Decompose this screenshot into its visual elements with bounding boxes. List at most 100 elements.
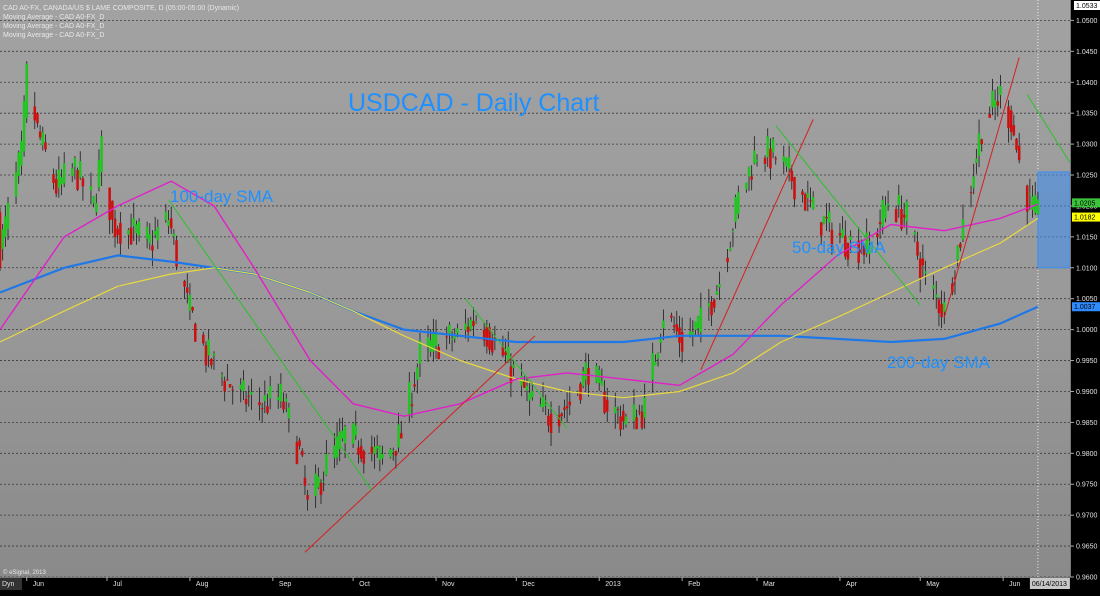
candle — [999, 74, 1002, 109]
x-tick-label: Dec — [522, 581, 535, 588]
trendline — [775, 125, 921, 306]
candle — [220, 371, 224, 387]
candle — [95, 193, 98, 216]
y-axis-panel — [1070, 0, 1100, 591]
header-line-1: CAD A0-FX, CANADA/US $ LAME COMPOSITE, D… — [3, 5, 239, 12]
candle — [549, 401, 553, 446]
candle — [849, 230, 852, 253]
candle — [790, 165, 794, 190]
candle — [319, 479, 323, 504]
x-tick-label: May — [926, 581, 940, 588]
candle — [1036, 191, 1040, 216]
candle — [806, 180, 810, 212]
candle — [448, 321, 451, 345]
candle — [619, 405, 622, 437]
candle — [913, 230, 917, 243]
candle — [60, 169, 63, 196]
y-tick-label: 0.9850 — [1076, 420, 1098, 427]
candle — [691, 320, 695, 347]
y-tick-label: 1.0450 — [1076, 49, 1098, 56]
candle — [295, 435, 299, 465]
candle — [301, 448, 304, 458]
candle — [410, 392, 414, 418]
candle — [89, 172, 93, 205]
trendline — [700, 119, 814, 371]
y-tick-label: 0.9700 — [1076, 513, 1098, 520]
candle — [92, 196, 95, 208]
candle — [1, 224, 4, 261]
candle — [204, 341, 208, 373]
candle — [525, 376, 529, 402]
candle — [188, 283, 192, 321]
dyn-label: Dyn — [2, 581, 15, 588]
candle — [811, 191, 815, 210]
y-max-label: 1.0533 — [1076, 3, 1098, 10]
candle — [148, 223, 152, 250]
candle — [127, 228, 130, 249]
candle — [14, 161, 18, 205]
candle — [622, 404, 625, 430]
grid-lines — [0, 0, 1070, 578]
candle — [975, 148, 978, 174]
candle — [325, 440, 328, 476]
candle — [876, 228, 879, 246]
candle — [231, 385, 234, 405]
candle — [672, 316, 676, 334]
header-info: CAD A0-FX, CANADA/US $ LAME COMPOSITE, D… — [3, 5, 239, 39]
candle — [466, 317, 470, 342]
candle — [287, 402, 291, 433]
candle — [886, 190, 890, 211]
candle — [183, 279, 186, 299]
candle — [175, 235, 178, 271]
trendline-layer — [168, 57, 1071, 553]
candle — [20, 130, 23, 175]
candle — [169, 206, 173, 234]
candle — [432, 318, 435, 362]
candle — [81, 176, 85, 201]
candle — [490, 331, 494, 356]
last-price-badge: 1.0182 — [1072, 212, 1100, 222]
candle — [603, 380, 606, 415]
candle — [819, 221, 823, 245]
candle — [809, 187, 812, 208]
candle — [729, 241, 732, 252]
last-price-badge: 1.0037 — [1072, 302, 1100, 312]
last-price-label: 1.0037 — [1074, 304, 1096, 311]
candle — [359, 438, 363, 463]
candle — [712, 298, 716, 313]
candle — [996, 86, 1000, 117]
y-tick-label: 1.0300 — [1076, 142, 1098, 149]
x-tick-label: Jun — [33, 581, 44, 588]
x-axis: Jun Jul Aug Sep Oct Nov Dec 2013 Feb Mar Apr May Jun… — [0, 577, 1070, 591]
candle — [116, 225, 119, 244]
candle — [576, 390, 580, 397]
y-tick-label: 1.0500 — [1076, 18, 1098, 25]
x-tick-label: Aug — [196, 581, 209, 588]
candle — [707, 288, 711, 321]
candle — [878, 209, 882, 239]
candle — [715, 285, 719, 295]
candle — [111, 200, 114, 234]
candle — [993, 89, 997, 121]
candle — [413, 371, 416, 392]
candle — [905, 199, 909, 235]
candle — [822, 216, 826, 225]
candle — [156, 219, 160, 250]
dyn-badge[interactable] — [0, 578, 22, 590]
candle — [734, 194, 737, 229]
candle — [338, 418, 341, 462]
y-tick-label: 1.0400 — [1076, 80, 1098, 87]
candle — [397, 412, 400, 453]
last-price-label: 1.0182 — [1074, 215, 1096, 222]
candle — [57, 156, 61, 198]
candle — [934, 280, 938, 309]
candle — [557, 405, 561, 433]
candle — [774, 156, 778, 165]
candle — [1009, 105, 1013, 141]
candle — [803, 192, 807, 211]
candle — [581, 366, 585, 389]
y-tick-label: 1.0350 — [1076, 111, 1098, 118]
candle — [793, 176, 796, 208]
